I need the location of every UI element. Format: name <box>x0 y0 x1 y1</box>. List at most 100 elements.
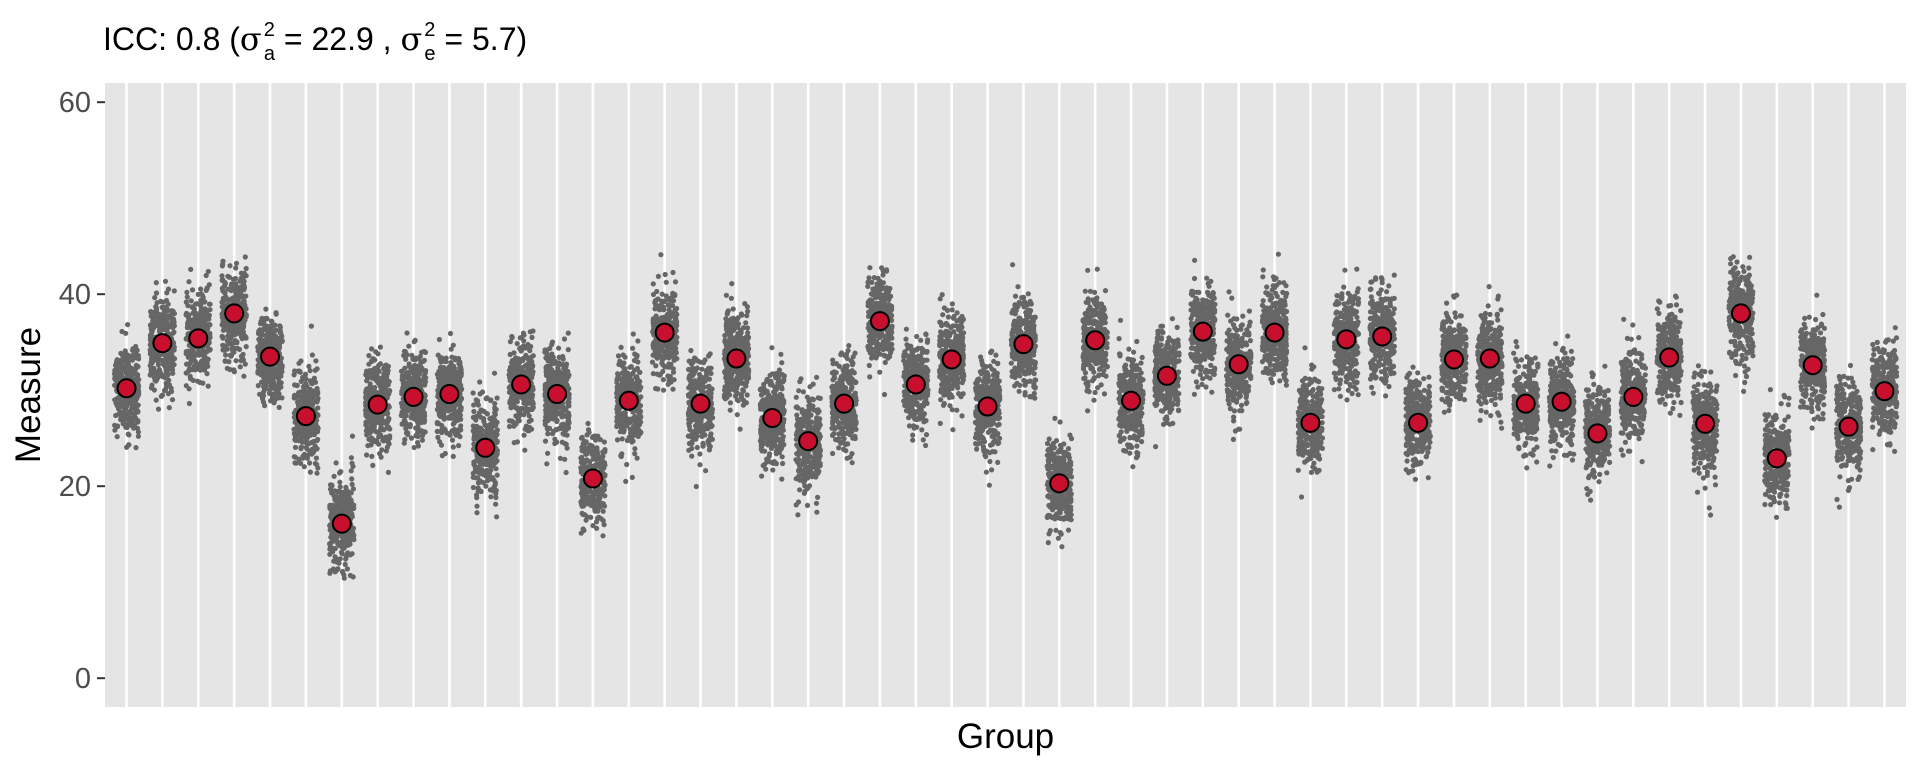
raw-point <box>192 363 198 369</box>
raw-point <box>229 296 235 302</box>
raw-point <box>119 369 125 375</box>
raw-point <box>204 308 210 314</box>
raw-point <box>618 427 625 433</box>
raw-point <box>547 425 553 431</box>
raw-point <box>660 362 666 368</box>
raw-point <box>334 488 340 494</box>
raw-point <box>451 420 457 426</box>
raw-point <box>238 270 244 276</box>
raw-point <box>332 569 338 575</box>
raw-point <box>581 462 587 468</box>
raw-point <box>189 354 195 360</box>
raw-point <box>148 309 154 315</box>
raw-point <box>189 287 196 293</box>
raw-point <box>314 446 320 452</box>
raw-point <box>475 402 481 408</box>
raw-point <box>293 460 299 466</box>
raw-point <box>520 393 527 400</box>
raw-point <box>383 390 389 397</box>
raw-point <box>339 569 346 575</box>
raw-point <box>186 279 192 285</box>
raw-point <box>670 269 676 276</box>
raw-point <box>421 348 427 355</box>
raw-point <box>298 378 304 384</box>
raw-point <box>547 356 553 362</box>
raw-point <box>243 335 249 341</box>
raw-point <box>494 472 500 478</box>
raw-point <box>655 273 662 279</box>
raw-point <box>474 503 480 509</box>
raw-point <box>364 432 370 438</box>
raw-point <box>619 380 626 386</box>
raw-point <box>543 364 550 370</box>
raw-point <box>477 379 483 385</box>
raw-point <box>337 479 343 485</box>
raw-point <box>634 455 640 461</box>
raw-point <box>135 419 141 425</box>
raw-point <box>579 510 585 516</box>
raw-point <box>491 370 498 376</box>
raw-point <box>348 455 354 461</box>
raw-point <box>403 356 409 362</box>
raw-point <box>223 343 229 349</box>
raw-point <box>630 331 636 337</box>
raw-point <box>309 439 315 446</box>
raw-point <box>168 385 174 391</box>
raw-point <box>186 368 192 374</box>
raw-point <box>236 346 243 352</box>
raw-point <box>673 323 679 329</box>
raw-point <box>156 312 163 318</box>
raw-point <box>475 469 481 475</box>
raw-point <box>654 288 660 295</box>
raw-point <box>264 323 270 329</box>
raw-point <box>152 377 158 384</box>
raw-point <box>592 506 598 512</box>
raw-point <box>163 383 169 390</box>
raw-point <box>185 324 191 330</box>
raw-point <box>659 357 666 363</box>
raw-point <box>630 384 636 390</box>
raw-point <box>441 426 447 432</box>
raw-point <box>277 324 283 330</box>
raw-point <box>112 367 118 373</box>
raw-point <box>350 525 357 531</box>
raw-point <box>660 387 667 393</box>
raw-point <box>481 416 487 422</box>
raw-point <box>198 291 204 297</box>
raw-point <box>663 279 669 285</box>
raw-point <box>348 490 354 496</box>
raw-point <box>202 325 208 331</box>
raw-point <box>363 422 369 428</box>
raw-point <box>232 338 238 344</box>
raw-point <box>276 404 282 410</box>
raw-point <box>667 351 673 357</box>
raw-point <box>124 424 130 431</box>
raw-point <box>337 484 343 490</box>
raw-point <box>619 436 625 442</box>
raw-point <box>578 455 584 461</box>
raw-point <box>506 389 512 395</box>
raw-point <box>183 299 189 305</box>
raw-point <box>148 331 154 337</box>
raw-point <box>224 325 230 331</box>
raw-point <box>551 360 557 366</box>
raw-point <box>275 387 281 393</box>
raw-point <box>585 427 592 433</box>
raw-point <box>186 400 192 407</box>
raw-point <box>123 330 129 336</box>
raw-point <box>511 423 517 429</box>
raw-point <box>452 376 458 383</box>
raw-point <box>279 395 285 401</box>
raw-point <box>380 380 386 386</box>
raw-point <box>118 410 124 416</box>
raw-point <box>314 366 320 372</box>
raw-point <box>418 428 424 434</box>
raw-point <box>206 312 212 318</box>
raw-point <box>530 353 536 359</box>
raw-point <box>514 341 520 347</box>
raw-point <box>421 410 427 416</box>
raw-point <box>494 395 500 401</box>
raw-point <box>522 398 528 404</box>
raw-point <box>580 486 587 492</box>
raw-point <box>653 363 659 369</box>
